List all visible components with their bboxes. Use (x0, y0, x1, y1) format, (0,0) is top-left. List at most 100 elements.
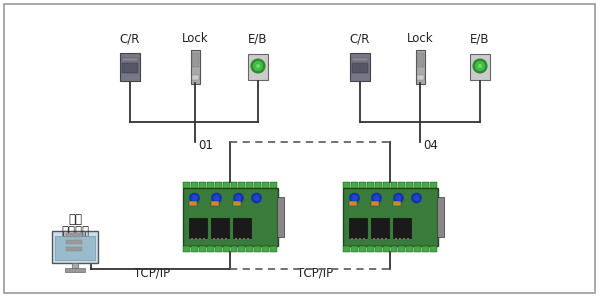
Bar (72, 263, 78, 268)
Bar (242, 238, 245, 240)
Bar (207, 182, 214, 188)
Bar (65, 268, 85, 272)
Bar (430, 246, 437, 252)
Bar (349, 201, 356, 206)
Bar (392, 218, 410, 238)
Bar (230, 246, 238, 252)
Bar (391, 246, 397, 252)
Bar (223, 182, 229, 188)
Bar (191, 182, 198, 188)
Bar (211, 218, 229, 238)
Bar (122, 58, 138, 61)
Bar (199, 238, 200, 240)
Bar (199, 246, 206, 252)
Bar (470, 54, 490, 80)
Circle shape (349, 193, 359, 203)
Bar (247, 182, 253, 188)
Text: Lock: Lock (182, 32, 208, 45)
Bar (277, 197, 284, 237)
Bar (373, 238, 374, 240)
Circle shape (352, 195, 358, 201)
Bar (374, 246, 382, 252)
Bar (359, 246, 366, 252)
Bar (191, 53, 199, 67)
Bar (238, 182, 245, 188)
Bar (194, 238, 197, 240)
Circle shape (256, 64, 260, 68)
Bar (233, 201, 241, 206)
Bar (203, 238, 205, 240)
Bar (416, 75, 424, 80)
Bar (377, 238, 379, 240)
Circle shape (473, 59, 487, 73)
Bar (188, 218, 206, 238)
Bar (362, 238, 365, 240)
Bar (212, 238, 215, 240)
Bar (392, 201, 401, 206)
Circle shape (478, 64, 482, 68)
Circle shape (394, 193, 404, 203)
Bar (352, 63, 368, 73)
Bar (343, 182, 350, 188)
FancyBboxPatch shape (4, 4, 595, 293)
Text: 출입통제: 출입통제 (61, 225, 89, 238)
Bar (359, 238, 361, 240)
Circle shape (413, 195, 419, 201)
Circle shape (371, 193, 382, 203)
Bar (406, 182, 413, 188)
Circle shape (253, 61, 263, 71)
Bar (221, 238, 223, 240)
Bar (63, 231, 85, 257)
Bar (211, 201, 218, 206)
Bar (247, 246, 253, 252)
Bar (191, 50, 199, 84)
Bar (416, 53, 424, 67)
Bar (367, 182, 374, 188)
Circle shape (191, 195, 197, 201)
Text: 04: 04 (423, 139, 438, 152)
Bar (343, 246, 350, 252)
Bar (351, 182, 358, 188)
Circle shape (235, 195, 241, 201)
Circle shape (251, 193, 262, 203)
Bar (398, 238, 401, 240)
Bar (374, 182, 382, 188)
Bar (52, 231, 98, 263)
Bar (367, 246, 374, 252)
Bar (395, 238, 397, 240)
Bar (233, 218, 251, 238)
Bar (235, 238, 236, 240)
Bar (183, 246, 190, 252)
Bar (217, 238, 218, 240)
Circle shape (395, 195, 401, 201)
Bar (371, 201, 379, 206)
Text: 서버: 서버 (68, 213, 82, 226)
Bar (385, 238, 386, 240)
Bar (239, 238, 241, 240)
Bar (380, 238, 383, 240)
Bar (359, 182, 366, 188)
Circle shape (373, 195, 380, 201)
Text: E/B: E/B (248, 32, 268, 45)
Circle shape (212, 193, 221, 203)
Bar (207, 246, 214, 252)
Circle shape (475, 61, 485, 71)
Bar (383, 182, 389, 188)
Text: C/R: C/R (350, 32, 370, 45)
Text: E/B: E/B (470, 32, 490, 45)
Bar (254, 246, 261, 252)
Bar (398, 182, 406, 188)
Bar (183, 182, 190, 188)
Bar (66, 247, 82, 251)
Bar (414, 246, 421, 252)
Bar (223, 246, 229, 252)
Circle shape (254, 195, 260, 201)
Bar (215, 182, 221, 188)
Circle shape (233, 193, 244, 203)
Bar (437, 197, 443, 237)
Circle shape (190, 193, 199, 203)
Bar (66, 233, 82, 237)
Bar (343, 188, 437, 246)
Bar (270, 246, 277, 252)
Text: Lock: Lock (407, 32, 433, 45)
